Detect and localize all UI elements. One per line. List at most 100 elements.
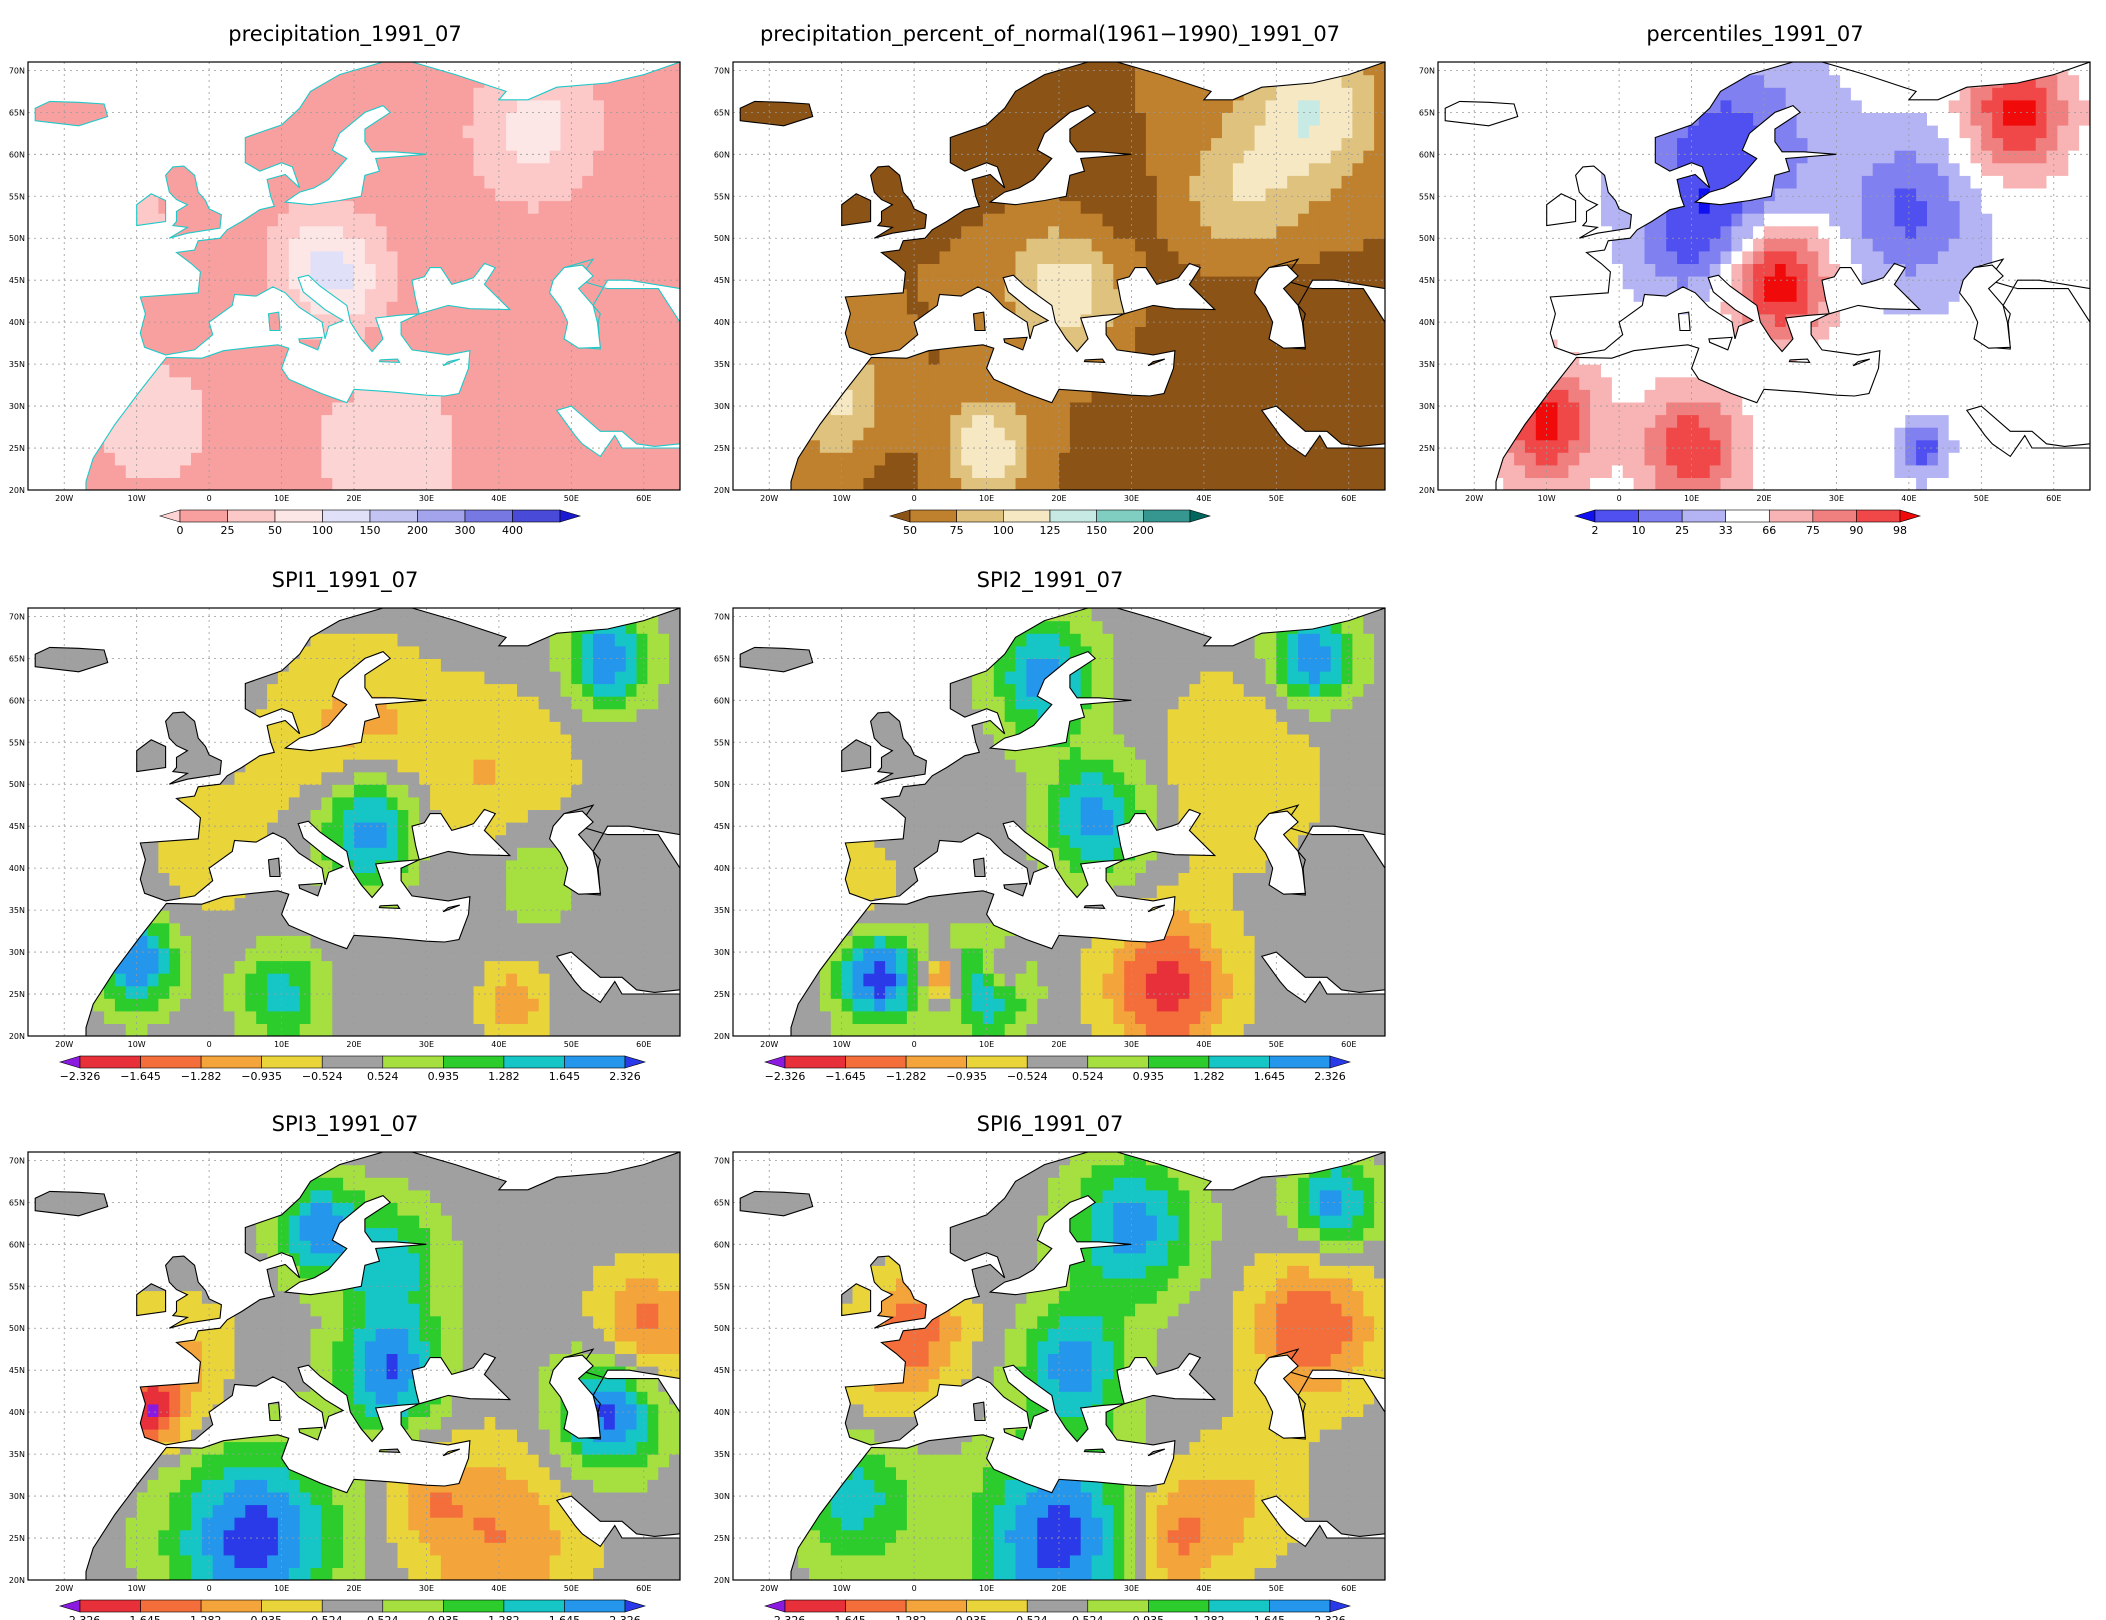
lat-tick-label: 25N xyxy=(9,444,25,453)
colorbar-segment xyxy=(564,1055,626,1069)
lat-tick-label: 65N xyxy=(714,1198,730,1207)
lat-tick-label: 30N xyxy=(1419,402,1435,411)
colorbar-segment xyxy=(1768,509,1814,523)
lon-tick-label: 20W xyxy=(1465,494,1483,503)
colorbar-label: 150 xyxy=(360,524,381,537)
colorbar-label: 75 xyxy=(1806,524,1820,537)
lat-tick-label: 25N xyxy=(714,990,730,999)
colorbar-label: −0.524 xyxy=(302,1614,343,1620)
lat-tick-label: 30N xyxy=(9,948,25,957)
lat-tick-label: 50N xyxy=(1419,234,1435,243)
panel-title: precipitation_percent_of_normal(1961−199… xyxy=(759,22,1341,46)
colorbar-label: 2.326 xyxy=(609,1614,641,1620)
plot-frame xyxy=(1437,61,2091,491)
lat-tick-label: 40N xyxy=(1419,318,1435,327)
lat-tick-label: 40N xyxy=(9,318,25,327)
colorbar-label: 300 xyxy=(455,524,476,537)
lon-tick-label: 10W xyxy=(128,494,146,503)
colorbar-segment xyxy=(382,1599,444,1613)
colorbar-label: 150 xyxy=(1086,524,1107,537)
lon-tick-label: 30E xyxy=(1829,494,1844,503)
colorbar-label: 2.326 xyxy=(609,1070,641,1083)
colorbar-segment xyxy=(321,1599,384,1613)
lon-tick-label: 20E xyxy=(346,1584,361,1593)
colorbar-segment xyxy=(1087,1599,1149,1613)
panel-spi3: SPI3_1991_07 70N 65N 60N 55N 50N 45N 40N 35N 30N… xyxy=(0,1112,690,1620)
lon-tick-label: 20E xyxy=(1051,494,1066,503)
colorbar-segment xyxy=(1003,509,1051,523)
lon-tick-label: 50E xyxy=(564,1584,579,1593)
colorbar-segment xyxy=(1812,509,1857,523)
colorbar-segment xyxy=(956,509,1004,523)
colorbar-label: 1.645 xyxy=(549,1614,581,1620)
lon-tick-label: 60E xyxy=(1341,1040,1356,1049)
colorbar-segment xyxy=(1329,1599,1352,1613)
colorbar-label: 200 xyxy=(407,524,428,537)
colorbar-segment xyxy=(1856,509,1901,523)
lat-tick-label: 70N xyxy=(9,66,25,75)
colorbar-segment xyxy=(909,509,957,523)
lon-tick-label: 40E xyxy=(1901,494,1916,503)
lat-tick-label: 65N xyxy=(714,108,730,117)
colorbar-segment xyxy=(763,1055,786,1069)
panel-precipitation: precipitation_1991_07 70N 65N 60N 55N 50N 45N… xyxy=(0,22,690,542)
lat-tick-label: 55N xyxy=(9,192,25,201)
colorbar-segment xyxy=(966,1599,1028,1613)
colorbar-segment xyxy=(905,1055,967,1069)
lat-tick-label: 65N xyxy=(9,654,25,663)
lat-tick-label: 55N xyxy=(1419,192,1435,201)
lat-tick-label: 45N xyxy=(714,822,730,831)
lon-tick-label: 30E xyxy=(419,1584,434,1593)
map-spi3: 70N 65N 60N 55N 50N 45N 40N 35N 30N 25N 20N 20W 10W 0… xyxy=(9,1151,681,1620)
lon-tick-label: 40E xyxy=(491,494,506,503)
plot-frame xyxy=(27,607,681,1037)
panel-title: SPI6_1991_07 xyxy=(976,1112,1124,1136)
colorbar-segment xyxy=(763,1599,786,1613)
colorbar-segment xyxy=(905,1599,967,1613)
colorbar-segment xyxy=(512,509,561,523)
lon-tick-label: 20W xyxy=(760,494,778,503)
colorbar-segment xyxy=(784,1599,846,1613)
colorbar-segment xyxy=(1573,509,1596,523)
colorbar-segment xyxy=(1725,509,1770,523)
colorbar-segment xyxy=(888,509,911,523)
panel-title: SPI3_1991_07 xyxy=(271,1112,419,1136)
colorbar-segment xyxy=(784,1055,846,1069)
colorbar-segment xyxy=(1208,1599,1270,1613)
colorbar-label: 2.326 xyxy=(1314,1614,1346,1620)
colorbar-segment xyxy=(1049,509,1097,523)
colorbar-segment xyxy=(1026,1055,1089,1069)
colorbar-label: −1.282 xyxy=(886,1070,927,1083)
lon-tick-label: 40E xyxy=(1196,1040,1211,1049)
colorbar-segment xyxy=(200,1055,262,1069)
lon-tick-label: 10E xyxy=(1684,494,1699,503)
colorbar-segment xyxy=(966,1055,1028,1069)
lat-tick-label: 25N xyxy=(9,990,25,999)
lat-tick-label: 50N xyxy=(9,1324,25,1333)
colorbar-label: 66 xyxy=(1762,524,1776,537)
lon-tick-label: 40E xyxy=(491,1040,506,1049)
lat-tick-label: 55N xyxy=(9,1282,25,1291)
panel-title: precipitation_1991_07 xyxy=(228,22,462,46)
colorbar-segment xyxy=(443,1055,505,1069)
colorbar-label: 98 xyxy=(1893,524,1907,537)
lon-tick-label: 10E xyxy=(979,494,994,503)
colorbar-label: 50 xyxy=(268,524,282,537)
lat-tick-label: 40N xyxy=(714,864,730,873)
lat-tick-label: 45N xyxy=(9,822,25,831)
colorbar-label: −0.935 xyxy=(946,1070,987,1083)
lat-tick-label: 40N xyxy=(9,864,25,873)
colorbar-label: 25 xyxy=(1675,524,1689,537)
gridlines xyxy=(28,608,680,1036)
lat-tick-label: 45N xyxy=(714,1366,730,1375)
lon-tick-label: 10E xyxy=(979,1584,994,1593)
lon-tick-label: 60E xyxy=(636,1040,651,1049)
colorbar-label: 1.282 xyxy=(488,1070,520,1083)
lon-tick-label: 10E xyxy=(979,1040,994,1049)
colorbar-segment xyxy=(58,1599,81,1613)
coastlines xyxy=(34,1152,680,1580)
lat-tick-label: 60N xyxy=(714,1240,730,1249)
lat-tick-label: 20N xyxy=(714,1032,730,1041)
lat-tick-label: 55N xyxy=(714,192,730,201)
colorbar-label: 1.645 xyxy=(1254,1614,1286,1620)
